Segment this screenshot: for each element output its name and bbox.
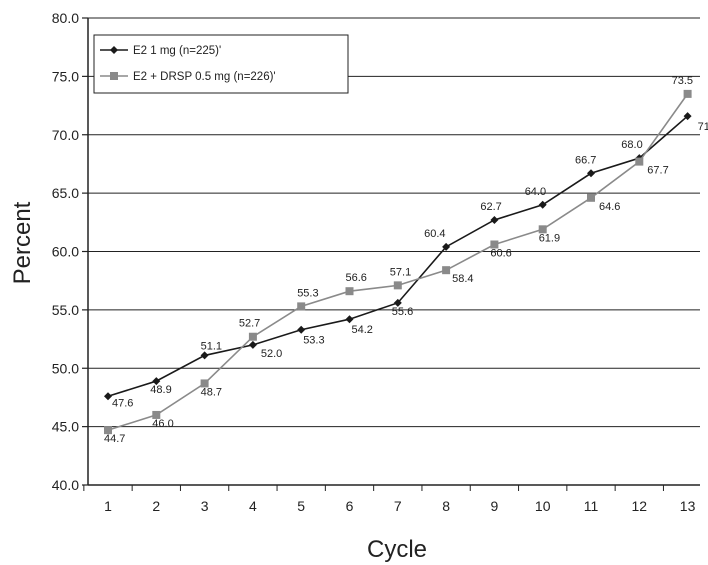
y-tick-label: 40.0 xyxy=(52,477,79,493)
data-label: 68.0 xyxy=(621,139,642,151)
data-label: 71.6 xyxy=(698,121,708,133)
data-point-square xyxy=(152,410,161,419)
y-tick-label: 70.0 xyxy=(52,127,79,143)
data-label: 64.0 xyxy=(525,186,546,198)
y-tick-label: 45.0 xyxy=(52,419,79,435)
x-tick-label: 11 xyxy=(584,498,599,514)
y-axis-ticks: 40.0 45.0 50.0 55.0 60.0 65.0 70.0 75.0 80.0 xyxy=(52,10,88,493)
y-axis-title: Percent xyxy=(9,201,36,284)
data-point-diamond xyxy=(297,325,306,334)
x-tick-label: 1 xyxy=(104,498,112,514)
legend: E2 1 mg (n=225)' E2 + DRSP 0.5 mg (n=226)… xyxy=(93,34,349,94)
legend-item-1: E2 1 mg (n=225)' xyxy=(100,45,221,57)
x-tick-label: 10 xyxy=(535,498,551,514)
data-point-diamond xyxy=(683,112,692,121)
data-point-diamond xyxy=(538,200,547,209)
series-group: 47.6 48.9 51.1 52.0 53.3 54.2 55.6 60.4 62.7 64.0… xyxy=(104,75,708,445)
series-2: 44.7 46.0 48.7 52.7 55.3 56.6 57.1 58.4 60.6 61.9… xyxy=(104,75,693,445)
x-tick-label: 8 xyxy=(442,498,450,514)
data-point-square xyxy=(200,379,209,388)
data-point-diamond xyxy=(200,351,209,360)
data-label: 60.4 xyxy=(424,228,445,240)
data-point-square xyxy=(393,281,402,290)
data-point-diamond xyxy=(152,377,161,386)
x-axis-ticks: 1 2 3 4 5 6 7 8 9 10 11 12 13 xyxy=(83,485,696,514)
x-tick-label: 3 xyxy=(201,498,209,514)
x-tick-label: 2 xyxy=(152,498,160,514)
legend-box xyxy=(93,34,349,94)
y-tick-label: 80.0 xyxy=(52,10,79,26)
data-label: 44.7 xyxy=(104,433,125,445)
y-tick-label: 50.0 xyxy=(52,360,79,376)
x-tick-label: 4 xyxy=(249,498,257,514)
data-label: 46.0 xyxy=(152,418,173,430)
data-label: 47.6 xyxy=(112,397,133,409)
x-tick-label: 7 xyxy=(394,498,402,514)
y-tick-label: 65.0 xyxy=(52,185,79,201)
data-label: 61.9 xyxy=(539,232,560,244)
y-tick-label: 75.0 xyxy=(52,68,79,84)
data-point-diamond xyxy=(345,315,354,324)
series-1: 47.6 48.9 51.1 52.0 53.3 54.2 55.6 60.4 62.7 64.0… xyxy=(104,112,708,409)
data-label: 64.6 xyxy=(599,201,620,213)
data-label: 73.5 xyxy=(672,75,693,87)
data-point-diamond xyxy=(248,340,257,349)
x-tick-label: 6 xyxy=(346,498,354,514)
x-tick-label: 13 xyxy=(680,498,696,514)
data-label: 48.9 xyxy=(150,384,171,396)
data-point-diamond xyxy=(393,298,402,307)
data-point-square xyxy=(538,225,547,234)
data-label: 53.3 xyxy=(303,335,324,347)
data-label: 52.0 xyxy=(261,348,282,360)
x-tick-label: 12 xyxy=(632,498,648,514)
y-tick-label: 55.0 xyxy=(52,302,79,318)
legend-label: E2 + DRSP 0.5 mg (n=226)' xyxy=(133,71,276,83)
series-line xyxy=(107,115,689,398)
data-point-diamond xyxy=(104,392,112,401)
data-label: 57.1 xyxy=(390,266,411,278)
data-point-diamond xyxy=(490,215,499,224)
data-label: 60.6 xyxy=(490,247,511,259)
data-point-square xyxy=(345,287,354,296)
data-point-square xyxy=(635,157,644,166)
series-line xyxy=(107,93,689,431)
y-tick-label: 60.0 xyxy=(52,244,79,260)
legend-item-2: E2 + DRSP 0.5 mg (n=226)' xyxy=(100,71,276,83)
data-label: 66.7 xyxy=(575,154,596,166)
legend-marker xyxy=(110,72,118,80)
data-label: 62.7 xyxy=(480,201,501,213)
data-point-square xyxy=(490,240,499,249)
data-point-diamond xyxy=(587,169,595,178)
data-point-diamond xyxy=(442,242,451,251)
data-label: 67.7 xyxy=(647,165,668,177)
data-label: 58.4 xyxy=(452,273,473,285)
legend-label: E2 1 mg (n=225)' xyxy=(133,45,221,57)
data-point-square xyxy=(248,332,257,341)
data-label: 56.6 xyxy=(346,272,367,284)
data-point-square xyxy=(587,193,595,202)
data-label: 48.7 xyxy=(201,386,222,398)
x-axis-title: Cycle xyxy=(367,536,427,563)
data-label: 52.7 xyxy=(239,318,260,330)
data-point-square xyxy=(104,426,112,435)
x-tick-label: 9 xyxy=(491,498,499,514)
x-tick-label: 5 xyxy=(297,498,305,514)
data-label: 55.6 xyxy=(392,306,413,318)
data-point-square xyxy=(683,89,692,98)
data-point-square xyxy=(442,266,451,275)
data-point-square xyxy=(297,302,306,311)
legend-marker xyxy=(110,46,118,54)
data-label: 55.3 xyxy=(297,287,318,299)
data-label: 54.2 xyxy=(352,324,373,336)
data-label: 51.1 xyxy=(201,340,222,352)
